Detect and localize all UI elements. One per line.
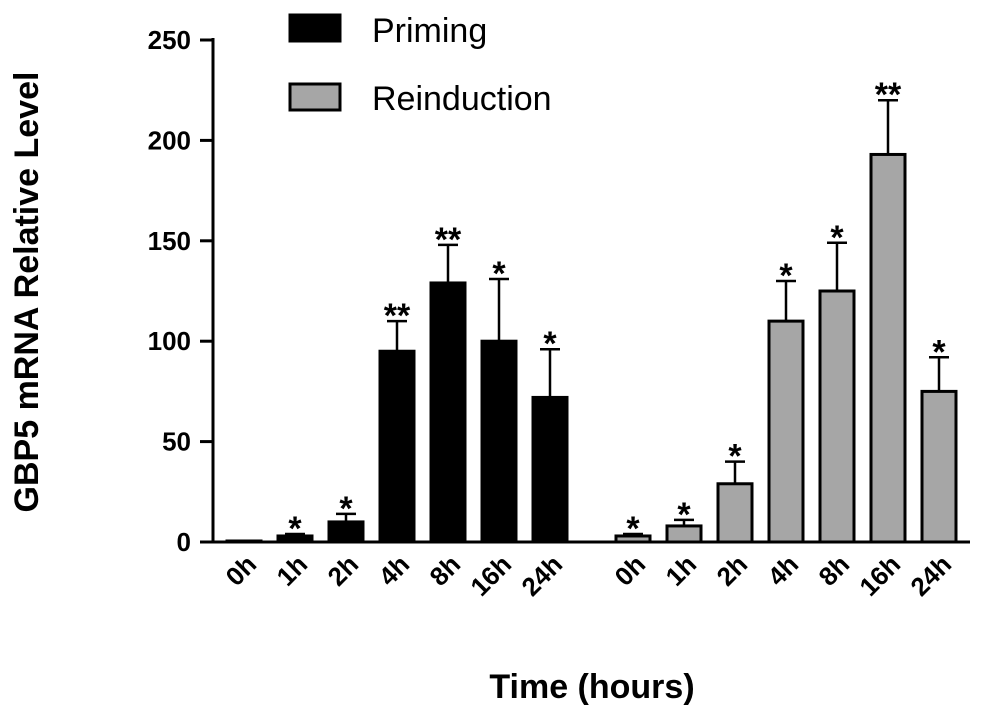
bar: [767, 319, 805, 544]
y-tick-label: 150: [148, 226, 191, 256]
legend-swatch-priming: [288, 13, 342, 43]
x-tick-label: 16h: [464, 549, 517, 602]
significance-marker: *: [830, 219, 844, 257]
y-axis: 0 50 100 150 200 250: [148, 25, 215, 557]
bar-group: **: [429, 221, 467, 544]
bar: [378, 349, 416, 544]
legend: Priming Reinduction: [288, 12, 552, 118]
y-tick-label: 0: [177, 527, 191, 557]
significance-marker: **: [875, 76, 902, 114]
x-tick-label: 1h: [271, 549, 314, 592]
x-axis-title: Time (hours): [489, 668, 694, 706]
x-tick-label: 4h: [373, 549, 416, 592]
bar: [531, 395, 569, 544]
x-tick-label: 8h: [424, 549, 467, 592]
x-tick-label: 8h: [813, 549, 856, 592]
bar: [920, 389, 958, 544]
legend-label-reinduction: Reinduction: [372, 80, 552, 118]
legend-swatch-reinduction: [288, 82, 342, 112]
bar-group: *: [327, 490, 365, 544]
significance-marker: **: [384, 297, 411, 335]
bar-group: *: [480, 255, 518, 544]
bar-group: **: [378, 297, 416, 544]
bar-group: *: [276, 510, 314, 548]
significance-marker: *: [339, 490, 353, 528]
bar-group: *: [716, 438, 754, 544]
y-tick-label: 200: [148, 125, 191, 155]
y-tick-label: 100: [148, 326, 191, 356]
bar: [869, 152, 907, 544]
x-tick-label: 16h: [853, 549, 906, 602]
x-tick-label: 4h: [762, 549, 805, 592]
bar-group: *: [767, 257, 805, 544]
x-tick-label: 1h: [660, 549, 703, 592]
bar-group: **: [869, 76, 907, 544]
x-tick-label: 24h: [904, 549, 957, 602]
bar: [818, 289, 856, 544]
bar-group: *: [665, 496, 703, 544]
bar-group: *: [531, 325, 569, 544]
significance-marker: *: [779, 257, 793, 295]
x-tick-label: 24h: [515, 549, 568, 602]
y-tick-label: 250: [148, 25, 191, 55]
legend-label-priming: Priming: [372, 12, 487, 50]
bar: [429, 281, 467, 544]
bars: ********* *******: [225, 76, 958, 548]
bar: [480, 339, 518, 544]
x-tick-label: 0h: [220, 549, 263, 592]
y-axis-title: GBP5 mRNA Relative Level: [8, 72, 46, 513]
x-tick-label: 2h: [322, 549, 365, 592]
significance-marker: *: [932, 333, 946, 371]
significance-marker: *: [288, 510, 302, 548]
significance-marker: *: [677, 496, 691, 534]
significance-marker: *: [543, 325, 557, 363]
bar-group: *: [818, 219, 856, 544]
significance-marker: *: [492, 255, 506, 293]
x-tick-label: 0h: [609, 549, 652, 592]
x-tick-label: 2h: [711, 549, 754, 592]
significance-marker: **: [435, 221, 462, 259]
bar-group: *: [920, 333, 958, 544]
significance-marker: *: [728, 438, 742, 476]
significance-marker: *: [626, 510, 640, 548]
bar: [716, 482, 754, 544]
y-tick-label: 50: [162, 427, 191, 457]
